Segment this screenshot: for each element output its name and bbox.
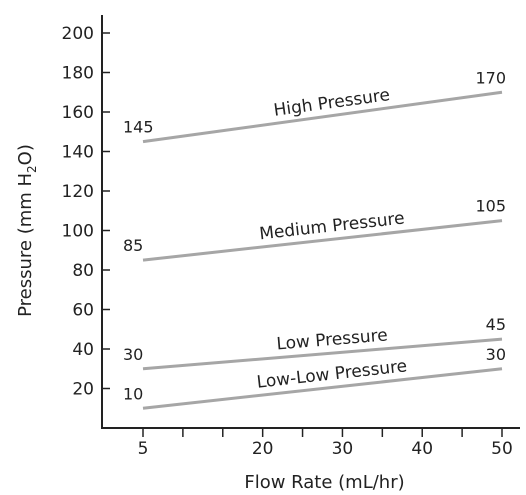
x-axis-ticks: 5 20 30 40 50 [138, 428, 513, 459]
y-axis-title-subscript: 2 [25, 165, 39, 173]
y-tick-label: 80 [72, 261, 94, 281]
y-tick-label: 100 [62, 222, 94, 242]
y-axis-title: Pressure (mm H2O) [15, 144, 39, 317]
x-tick-label: 5 [138, 439, 149, 459]
y-tick-label: 160 [62, 103, 94, 123]
y-axis-title-prefix: Pressure (mm H [15, 173, 36, 317]
series-line-low-pressure [142, 337, 503, 371]
y-tick-label: 200 [62, 24, 94, 44]
series-end-label-low-low-pressure: 30 [486, 345, 506, 364]
series-end-label-medium-pressure: 105 [475, 197, 506, 216]
series-end-label-low-pressure: 45 [486, 315, 506, 334]
x-tick-label: 40 [411, 439, 433, 459]
y-tick-label: 180 [62, 64, 94, 84]
y-axis-ticks: 20 40 60 80 100 120 140 160 180 200 [62, 24, 110, 400]
x-tick-label: 30 [332, 439, 354, 459]
y-tick-label: 40 [72, 340, 94, 360]
y-axis-title-suffix: O) [15, 144, 36, 165]
series-start-label-low-pressure: 30 [123, 345, 143, 364]
series-start-label-low-low-pressure: 10 [123, 384, 143, 403]
series-line-medium-pressure [142, 219, 503, 262]
x-tick-label: 20 [252, 439, 274, 459]
y-tick-label: 140 [62, 143, 94, 163]
y-tick-label: 60 [72, 301, 94, 321]
y-tick-label: 120 [62, 182, 94, 202]
series-start-label-high-pressure: 145 [123, 118, 154, 137]
series-start-label-medium-pressure: 85 [123, 236, 143, 255]
y-tick-label: 20 [72, 380, 94, 400]
x-axis-title: Flow Rate (mL/hr) [244, 472, 404, 493]
x-tick-label: 50 [491, 439, 513, 459]
series-end-label-high-pressure: 170 [475, 68, 506, 87]
series-line-high-pressure [142, 90, 503, 144]
series-line-low-low-pressure [142, 367, 503, 410]
axes [101, 15, 520, 429]
